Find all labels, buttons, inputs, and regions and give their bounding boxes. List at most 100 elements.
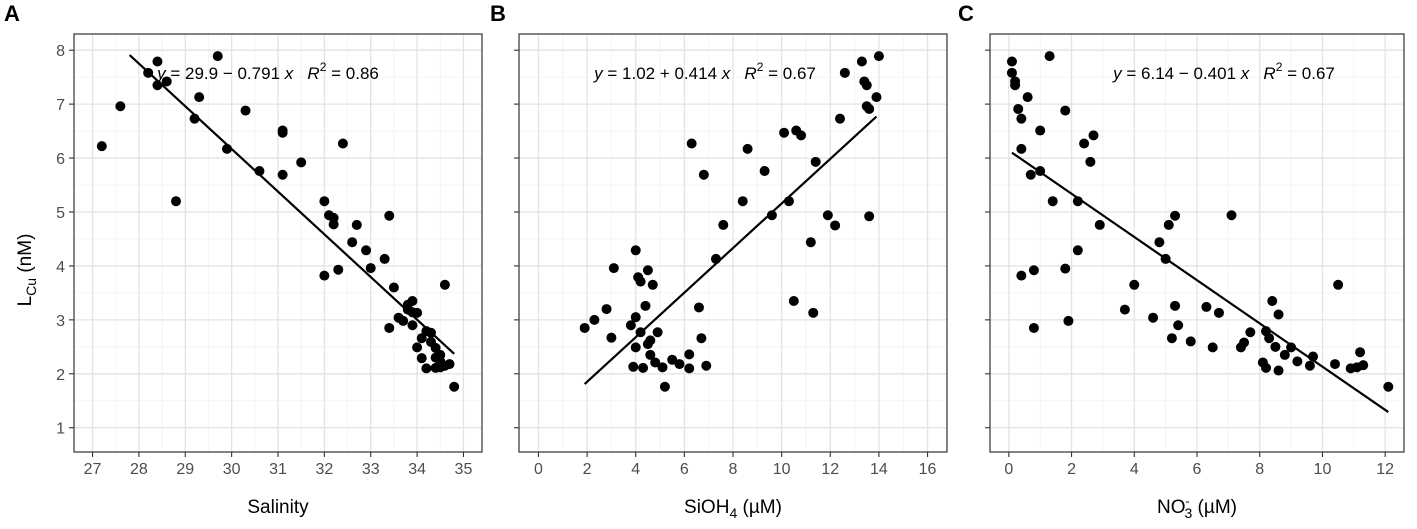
panel-b-point <box>808 307 819 318</box>
panel-c-point <box>1170 210 1181 221</box>
y-axis-title: LCu (nM) <box>15 234 39 307</box>
panel-c-point <box>1358 360 1369 371</box>
panel-b-point <box>839 67 850 78</box>
panel-c-point <box>1079 138 1090 149</box>
y-axis-title-main: L <box>15 296 36 307</box>
panel-c-eq-y: y <box>1112 64 1123 83</box>
panel-c-x-tick-label: 12 <box>1376 461 1394 478</box>
panel-c-point <box>1333 279 1344 290</box>
panel-c-point <box>1060 105 1071 116</box>
panel-c-point <box>1304 360 1315 371</box>
panel-c-point <box>1016 143 1027 154</box>
panel-b-point <box>766 210 777 221</box>
y-axis-title-sub: Cu <box>23 278 39 296</box>
panel-a-point <box>407 320 418 331</box>
panel-b-point <box>830 220 841 231</box>
panel-a-point <box>449 381 460 392</box>
panel-c-point <box>1006 56 1017 67</box>
panel-c-point <box>1016 113 1027 124</box>
panel-b-equation: y = 1.02 + 0.414 x R2 = 0.67 <box>593 60 816 83</box>
panel-b-point <box>686 138 697 149</box>
panel-b-eq-mid: = 1.02 + 0.414 <box>603 64 722 83</box>
panel-c-x-title-main: NO <box>1157 497 1186 518</box>
panel-a-point <box>388 282 399 293</box>
panel-b-point <box>630 312 641 323</box>
panel-a-marks <box>96 51 460 392</box>
panel-a-point <box>212 51 223 62</box>
panel-a-point <box>416 353 427 364</box>
panel-a-point <box>296 157 307 168</box>
panel-c-axes: 0 2 4 6 8 10 12 <box>985 49 1394 478</box>
panel-c-marks <box>1006 51 1394 413</box>
panel-b-point <box>659 381 670 392</box>
panel-c-eq-x: x <box>1240 64 1250 83</box>
panel-a-point <box>412 307 423 318</box>
panel-a-point <box>161 76 172 87</box>
panel-a-point <box>444 359 455 370</box>
panel-a-point <box>115 101 126 112</box>
panel-a-point <box>194 92 205 103</box>
panel-a-point <box>333 264 344 275</box>
panel-b-point <box>684 349 695 360</box>
panel-c-point <box>1060 263 1071 274</box>
panel-a-grid <box>74 34 482 452</box>
panel-b-point <box>873 51 884 62</box>
panel-b-x-title: SiOH4 (µM) <box>684 497 782 521</box>
panel-b-x-tick-label: 14 <box>870 461 888 478</box>
panel-c-x-title-tail: (µM) <box>1192 497 1237 518</box>
panel-b-point <box>796 130 807 141</box>
panel-a-point <box>319 196 330 207</box>
panel-b-eq-x: x <box>721 64 731 83</box>
panel-a-x-tick-label: 29 <box>176 461 194 478</box>
panel-a-x-tick-label: 35 <box>455 461 473 478</box>
panel-a-x-title: Salinity <box>247 497 309 518</box>
panel-b-point <box>693 302 704 313</box>
panel-b-grid <box>519 34 947 452</box>
panel-b-point <box>608 263 619 274</box>
panel-a-point <box>365 263 376 274</box>
panel-b-point <box>835 113 845 124</box>
panel-b-point <box>630 342 641 353</box>
panel-a-point <box>379 253 390 264</box>
panel-b-point <box>674 359 685 370</box>
panel-c: C 0 2 4 6 8 10 12 y = 6.14 − 0.401 x R2 = 0.67… <box>958 1 1405 521</box>
panel-a-point <box>412 342 423 353</box>
panel-c-fit-line <box>1011 151 1389 413</box>
panel-b-x-tick-label: 0 <box>534 461 543 478</box>
panel-c-point <box>1044 51 1055 62</box>
panel-b-x-title-sub: 4 <box>729 505 737 521</box>
panel-a-point <box>435 362 446 373</box>
panel-c-x-title-sub: 3 <box>1184 505 1192 521</box>
panel-b-x-tick-label: 16 <box>919 461 937 478</box>
panel-a-y-tick-label: 1 <box>56 421 65 438</box>
panel-b-point <box>698 169 709 180</box>
panel-c-point <box>1072 245 1083 256</box>
panel-c-x-tick-label: 10 <box>1314 461 1332 478</box>
panel-c-point <box>1006 67 1017 78</box>
panel-a-point <box>384 322 395 333</box>
panel-b-point <box>737 196 748 207</box>
panel-c-point <box>1088 130 1099 141</box>
panel-b-fit-line <box>583 115 878 385</box>
panel-a-point <box>171 196 181 207</box>
panel-letter-c: C <box>958 1 974 26</box>
panel-c-point <box>1163 219 1174 230</box>
panel-c-point <box>1025 169 1036 180</box>
panel-c-x-tick-label: 2 <box>1067 461 1076 478</box>
panel-c-point <box>1355 347 1366 358</box>
panel-a-y-tick-label: 7 <box>56 97 65 114</box>
panel-c-point <box>1273 365 1284 376</box>
panel-c-point <box>1154 237 1165 248</box>
panel-b-point <box>579 322 590 333</box>
panel-c-point <box>1166 333 1177 344</box>
panel-a-point <box>421 363 432 374</box>
panel-a-x-tick-label: 28 <box>130 461 148 478</box>
panel-c-point <box>1292 356 1303 367</box>
panel-c-point <box>1201 301 1212 312</box>
panel-b-x-tick-label: 4 <box>631 461 640 478</box>
panel-c-point <box>1279 349 1290 360</box>
panel-c-eq-r-val: = 0.67 <box>1282 64 1334 83</box>
panel-b-point <box>625 320 636 331</box>
panel-a-eq-mid: = 29.9 − 0.791 <box>166 64 285 83</box>
panel-c-point <box>1273 309 1284 320</box>
